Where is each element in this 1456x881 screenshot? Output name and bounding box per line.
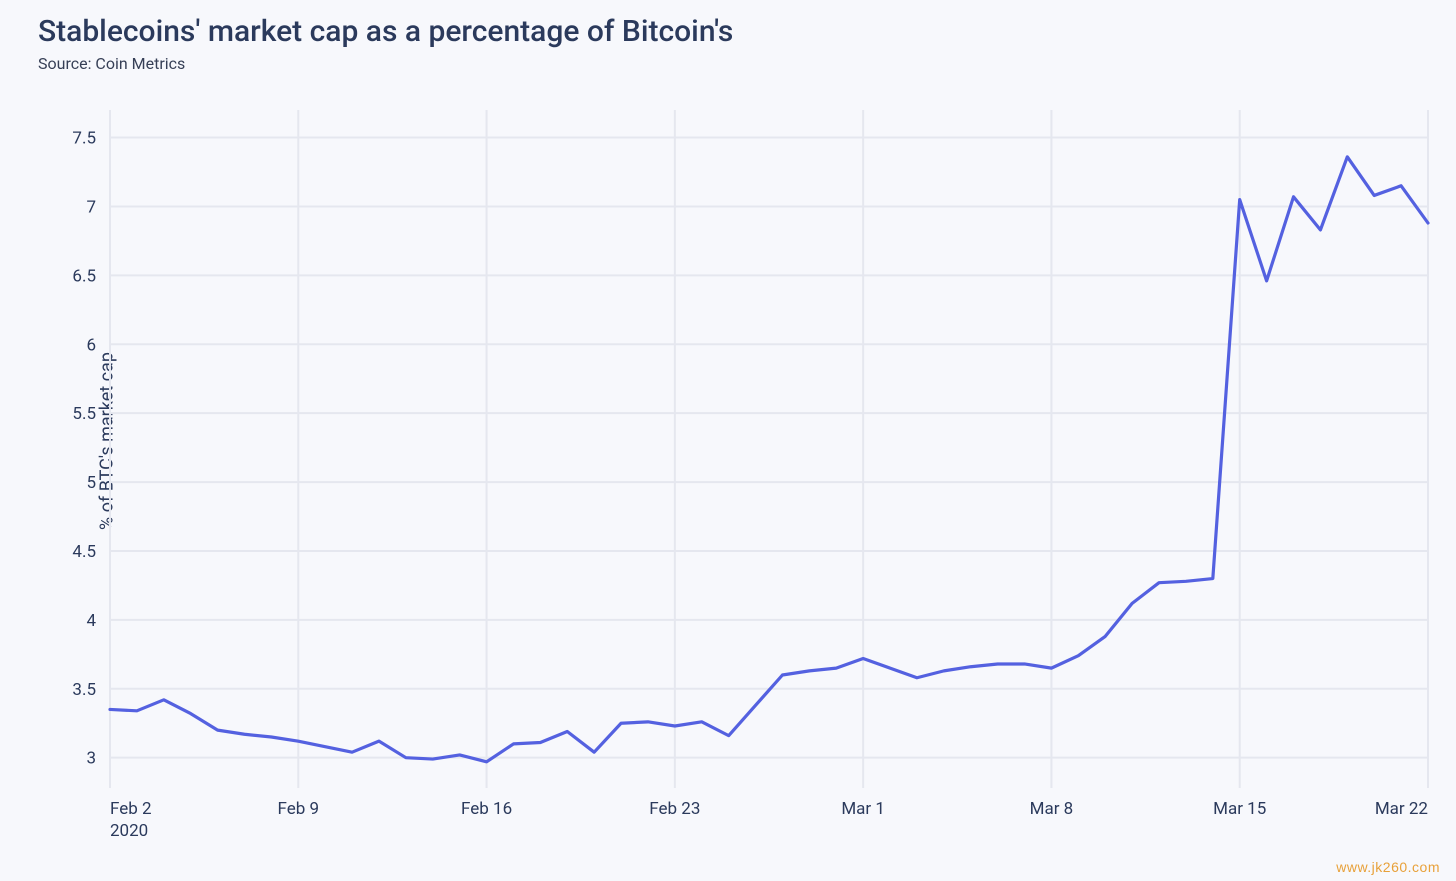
x-tick-label: Mar 1 bbox=[841, 799, 885, 819]
y-tick-label: 4 bbox=[86, 611, 96, 631]
x-tick-label: Feb 16 bbox=[461, 799, 512, 819]
y-tick-label: 3 bbox=[86, 749, 96, 769]
chart-svg: 3 3.5 4 4.5 5 5.5 6 6.5 7 7.5 Feb 2 Feb 9 Feb 16 Feb … bbox=[0, 0, 1456, 881]
series-line bbox=[110, 157, 1428, 762]
chart-container: Stablecoins' market cap as a percentage … bbox=[0, 0, 1456, 881]
y-tick-label: 5 bbox=[86, 473, 96, 493]
x-tick-label: Mar 22 bbox=[1375, 799, 1428, 819]
x-tick-label: Mar 15 bbox=[1213, 799, 1266, 819]
watermark: www.jk260.com bbox=[1336, 859, 1440, 875]
y-tick-label: 6.5 bbox=[72, 266, 96, 286]
x-tick-label: Mar 8 bbox=[1030, 799, 1074, 819]
y-tick-label: 4.5 bbox=[72, 542, 96, 562]
x-year-label: 2020 bbox=[110, 821, 148, 841]
y-tick-label: 7 bbox=[86, 197, 96, 217]
y-tick-label: 7.5 bbox=[72, 129, 96, 149]
x-tick-label: Feb 23 bbox=[649, 799, 700, 819]
y-tick-label: 6 bbox=[86, 335, 96, 355]
y-tick-label: 5.5 bbox=[72, 404, 96, 424]
grid bbox=[110, 110, 1428, 788]
y-tick-label: 3.5 bbox=[72, 680, 96, 700]
x-tick-label: Feb 9 bbox=[278, 799, 320, 819]
x-tick-label: Feb 2 bbox=[110, 799, 152, 819]
